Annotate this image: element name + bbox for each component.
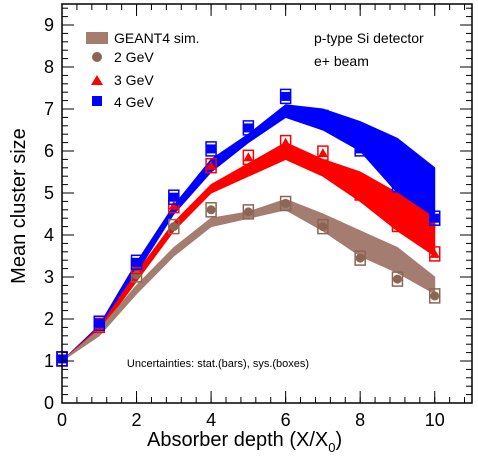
x-axis-title-sub: 0	[328, 440, 335, 455]
sys-box-4gev	[354, 141, 366, 157]
x-tick-label: 0	[57, 410, 67, 430]
data-point-2gev	[243, 207, 253, 217]
sys-box-3gev	[428, 246, 441, 262]
sys-box-4gev	[391, 176, 404, 193]
y-tick-label: 9	[44, 15, 54, 35]
legend-label-4gev: 4 GeV	[114, 94, 154, 110]
data-point-4gev	[206, 144, 216, 154]
x-tick-label: 2	[132, 410, 142, 430]
y-tick-label: 5	[44, 183, 54, 203]
x-tick-label: 4	[206, 410, 216, 430]
y-tick-label: 7	[44, 99, 54, 119]
data-point-3gev	[243, 152, 254, 162]
annotation-beam: e+ beam	[314, 53, 369, 69]
sim-band-4gev	[61, 104, 436, 362]
sys-box-3gev	[242, 149, 255, 166]
data-point-4gev	[281, 91, 291, 101]
sys-box-2gev	[428, 288, 441, 304]
data-points	[56, 88, 441, 367]
data-point-3gev	[429, 248, 440, 258]
legend-label-2gev: 2 GeV	[114, 49, 154, 65]
data-point-2gev	[318, 222, 328, 232]
data-point-2gev	[355, 253, 365, 263]
data-point-4gev	[94, 318, 104, 328]
sys-box-3gev	[354, 185, 366, 201]
data-point-4gev	[169, 192, 179, 202]
legend-marker-4gev	[92, 96, 102, 106]
legend-marker-3gev	[91, 75, 103, 85]
sys-box-3gev	[317, 145, 329, 161]
data-point-4gev	[430, 213, 440, 223]
y-tick-label: 1	[44, 351, 54, 371]
legend-marker-2gev	[92, 52, 102, 62]
data-point-2gev	[169, 222, 179, 232]
data-point-3gev	[168, 200, 179, 210]
x-axis-title-end: )	[335, 429, 342, 451]
x-tick-label: 6	[281, 410, 291, 430]
data-point-3gev	[280, 137, 291, 147]
data-point-3gev	[392, 219, 403, 229]
sys-box-2gev	[205, 202, 217, 218]
data-point-2gev	[392, 274, 402, 284]
data-point-4gev	[132, 257, 142, 267]
sys-box-2gev	[391, 271, 404, 287]
legend-label-3gev: 3 GeV	[114, 72, 154, 88]
y-tick-label: 0	[44, 393, 54, 413]
data-point-4gev	[355, 144, 365, 154]
data-point-4gev	[392, 180, 402, 190]
data-point-2gev	[132, 270, 142, 280]
sys-box-2gev	[279, 195, 292, 212]
x-tick-label: 8	[355, 410, 365, 430]
data-point-2gev	[430, 291, 440, 301]
legend-swatch-geant4	[86, 32, 108, 44]
plot-frame	[61, 3, 473, 404]
axes: 0 1 2 3 4 5 6 7 8 9 0 2 4 6 8 10	[44, 4, 472, 430]
x-tick-label: 10	[425, 410, 445, 430]
data-point-3gev	[355, 188, 366, 197]
data-point-2gev	[206, 205, 216, 215]
sys-box-2gev	[168, 218, 180, 235]
legend: GEANT4 sim. 2 GeV 3 GeV 4 GeV	[86, 30, 200, 110]
sys-box-4gev	[317, 109, 329, 126]
sys-box-4gev	[242, 120, 255, 136]
sys-box-4gev	[130, 254, 143, 271]
sys-box-2gev	[317, 218, 329, 235]
sys-box-4gev	[205, 141, 217, 157]
uncertainty-note: Uncertainties: stat.(bars), sys.(boxes)	[127, 358, 309, 370]
sys-box-2gev	[242, 204, 255, 220]
sys-box-4gev	[279, 88, 292, 105]
y-tick-label: 6	[44, 141, 54, 161]
y-tick-label: 4	[44, 225, 54, 245]
y-tick-label: 3	[44, 267, 54, 287]
sim-band-2gev	[61, 198, 436, 362]
data-point-3gev	[317, 148, 328, 158]
sim-band-3gev	[61, 142, 436, 362]
sys-box-4gev	[168, 189, 180, 205]
sys-box-3gev	[205, 157, 217, 174]
simulation-bands	[61, 104, 436, 362]
sys-box-3gev	[279, 134, 292, 151]
y-tick-label: 8	[44, 57, 54, 77]
data-point-4gev	[243, 123, 253, 133]
x-axis-title: Absorber depth (X/X0)	[147, 429, 342, 455]
sys-box-3gev	[391, 216, 404, 233]
y-tick-label: 2	[44, 309, 54, 329]
sys-box-2gev	[354, 250, 366, 266]
y-axis-title: Mean cluster size	[8, 128, 30, 284]
sys-box-4gev	[428, 210, 441, 226]
annotation-detector: p-type Si detector	[314, 30, 424, 46]
data-point-2gev	[281, 199, 291, 208]
data-point-3gev	[206, 160, 217, 170]
sys-box-4gev	[93, 315, 106, 331]
x-axis-title-main: Absorber depth (X/X	[147, 429, 328, 451]
legend-label-geant4: GEANT4 sim.	[114, 30, 200, 46]
data-point-4gev	[318, 112, 328, 122]
